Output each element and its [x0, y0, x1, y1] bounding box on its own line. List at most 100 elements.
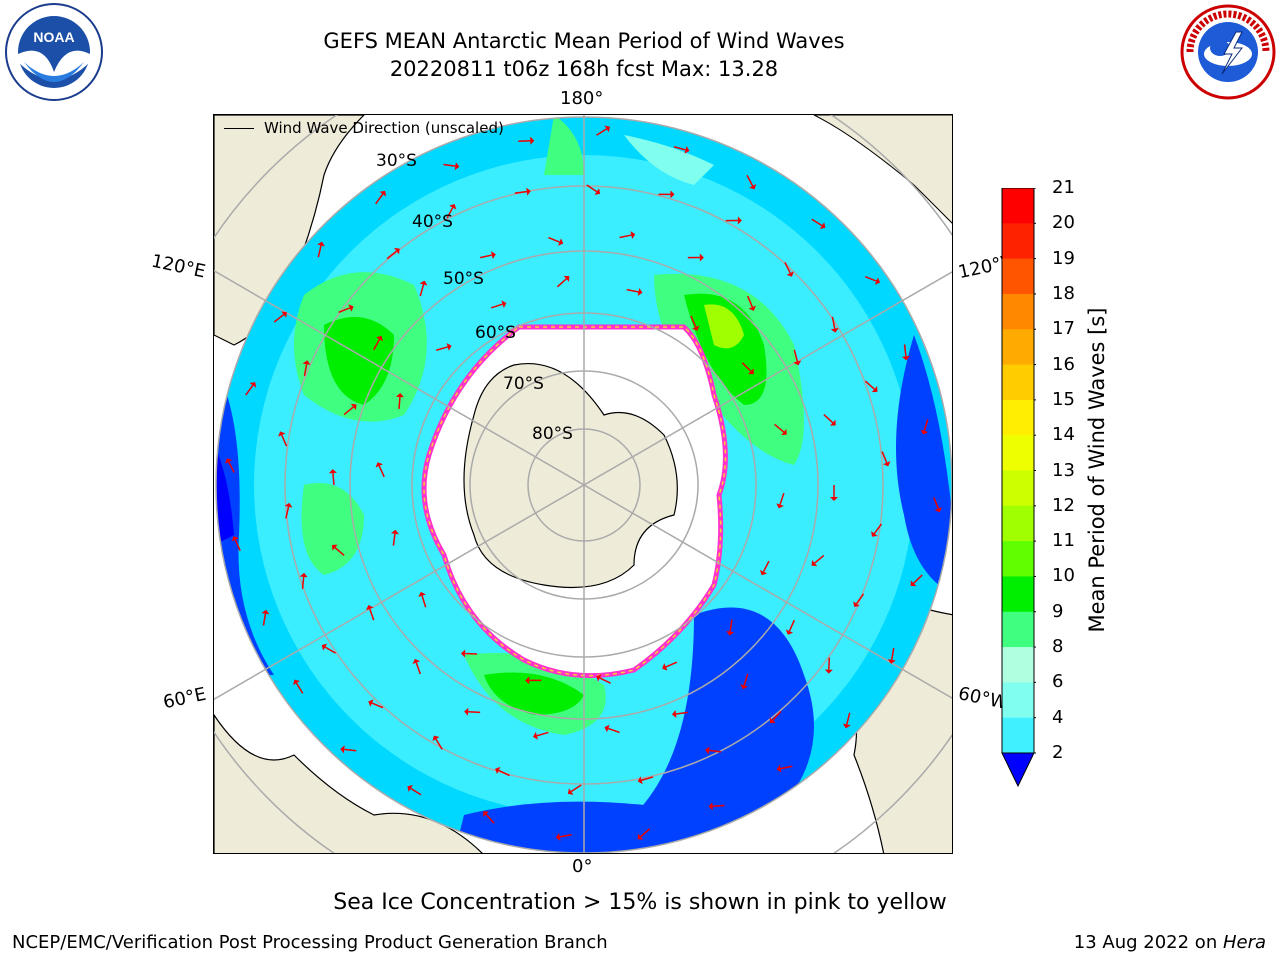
wave-direction-arrow: [386, 250, 397, 260]
wave-direction-arrowhead: [328, 469, 337, 474]
colorbar-tick-label: 2: [1052, 742, 1064, 763]
wave-direction-arrowhead: [662, 663, 668, 671]
wave-direction-arrow: [881, 451, 888, 463]
colorbar-under-triangle: [1001, 752, 1035, 788]
wave-direction-arrow: [245, 384, 254, 396]
nws-logo-icon: [1180, 4, 1276, 100]
wave-direction-arrow: [343, 406, 354, 416]
wave-direction-arrowhead: [749, 183, 757, 190]
wave-direction-arrowhead: [525, 676, 530, 685]
wave-direction-arrow: [301, 576, 305, 589]
wave-direction-arrowhead: [526, 187, 531, 196]
polar-map-canvas: [214, 115, 952, 853]
wave-direction-arrow: [334, 547, 345, 557]
colorbar-tick-label: 21: [1052, 177, 1075, 198]
lat-label-60s: 60°S: [475, 323, 516, 343]
wave-direction-arrowhead: [910, 580, 917, 587]
wave-direction-arrow: [673, 146, 686, 151]
wave-direction-arrow: [378, 465, 385, 478]
colorbar-band: [1002, 329, 1034, 366]
wave-direction-arrow: [332, 472, 335, 486]
wave-direction-arrow: [273, 314, 285, 323]
wave-direction-arrow: [443, 163, 456, 167]
lon-label-bottom: 0°: [572, 856, 593, 877]
wave-direction-arrow: [446, 207, 454, 219]
wave-direction-arrowhead: [637, 776, 643, 785]
wave-direction-arrowhead: [558, 238, 564, 246]
wave-direction-arrowhead: [887, 659, 896, 664]
wave-direction-arrow: [570, 784, 582, 793]
wave-direction-arrow: [772, 710, 782, 721]
wave-direction-arrow: [741, 362, 752, 372]
wave-direction-arrow: [556, 278, 567, 288]
lon-label-lower-left: 60°E: [161, 683, 208, 714]
wave-direction-arrow: [665, 661, 678, 668]
wave-direction-arrow: [514, 190, 527, 194]
wave-direction-arrowhead: [670, 190, 675, 199]
wave-direction-arrow: [779, 492, 785, 505]
wave-direction-arrow: [369, 608, 375, 621]
wave-direction-arrow: [317, 245, 322, 258]
colorbar-tick-label: 8: [1052, 636, 1064, 658]
wave-direction-arrow: [559, 834, 572, 838]
wave-direction-arrow: [419, 284, 425, 297]
wave-direction-arrowhead: [321, 643, 328, 651]
colorbar-band: [1002, 611, 1034, 648]
colorbar-band: [1002, 717, 1034, 754]
wave-direction-arrow: [793, 349, 799, 362]
wave-direction-arrow: [281, 434, 288, 447]
wave-direction-arrow: [498, 769, 510, 777]
wave-direction-arrowhead: [781, 429, 787, 436]
wave-direction-arrowhead: [261, 609, 270, 615]
wave-direction-arrow: [640, 828, 651, 838]
wave-direction-arrow: [626, 288, 639, 293]
colorbar-band: [1002, 647, 1034, 683]
wave-direction-arrow: [338, 307, 351, 314]
wave-direction-arrowhead: [637, 288, 643, 296]
wave-direction-arrowhead: [317, 241, 325, 247]
colorbar-tick-label: 18: [1052, 282, 1075, 304]
wave-direction-arrow: [784, 261, 791, 274]
wave-direction-arrowhead: [786, 271, 794, 277]
wave-direction-arrow: [371, 702, 384, 709]
wave-direction-arrowhead: [483, 811, 490, 817]
lat-label-50s: 50°S: [443, 269, 484, 289]
sea-ice-note: Sea Ice Concentration > 15% is shown in …: [333, 890, 947, 915]
wave-direction-arrowhead: [604, 125, 611, 133]
wave-direction-arrowhead: [726, 631, 735, 636]
wave-direction-arrowhead: [874, 277, 881, 285]
wave-direction-arrowhead: [454, 162, 460, 171]
sea-ice-region: [421, 324, 728, 679]
wave-direction-arrow: [485, 813, 495, 824]
wave-direction-arrow: [295, 682, 304, 694]
wave-direction-arrow: [855, 593, 865, 605]
wave-direction-arrowhead: [811, 559, 818, 567]
colorbar-band: [1002, 293, 1034, 330]
legend-label: Wind Wave Direction (unscaled): [264, 119, 504, 137]
wave-direction-arrowhead: [842, 723, 851, 729]
wave-direction-arrow: [831, 316, 836, 329]
wave-direction-arrow: [846, 712, 851, 725]
colorbar-band: [1002, 435, 1034, 471]
wave-direction-arrow: [410, 787, 422, 796]
wave-direction-arrowhead: [249, 382, 257, 388]
wave-direction-arrowhead: [379, 190, 387, 197]
wave-direction-arrow: [608, 727, 620, 734]
wave-direction-arrowhead: [871, 531, 878, 537]
wave-direction-arrow: [828, 657, 831, 670]
footer-machine: Hera: [1222, 932, 1266, 953]
wave-direction-arrowhead: [278, 431, 286, 437]
wave-direction-arrowhead: [934, 507, 942, 513]
wave-direction-arrowhead: [407, 785, 413, 792]
wave-direction-arrow: [262, 613, 267, 626]
wave-direction-arrowhead: [464, 707, 469, 716]
wave-direction-arrowhead: [824, 669, 833, 674]
wave-direction-arrow: [675, 711, 688, 715]
wind-wave-arrows: [225, 125, 942, 841]
wave-direction-arrowhead: [350, 403, 357, 411]
colorbar-tick-label: 17: [1052, 318, 1075, 340]
wave-direction-arrowhead: [446, 343, 452, 351]
colorbar-tick-label: 10: [1052, 565, 1075, 587]
wave-direction-arrow: [729, 619, 733, 632]
colorbar-tick-label: 11: [1052, 530, 1075, 552]
